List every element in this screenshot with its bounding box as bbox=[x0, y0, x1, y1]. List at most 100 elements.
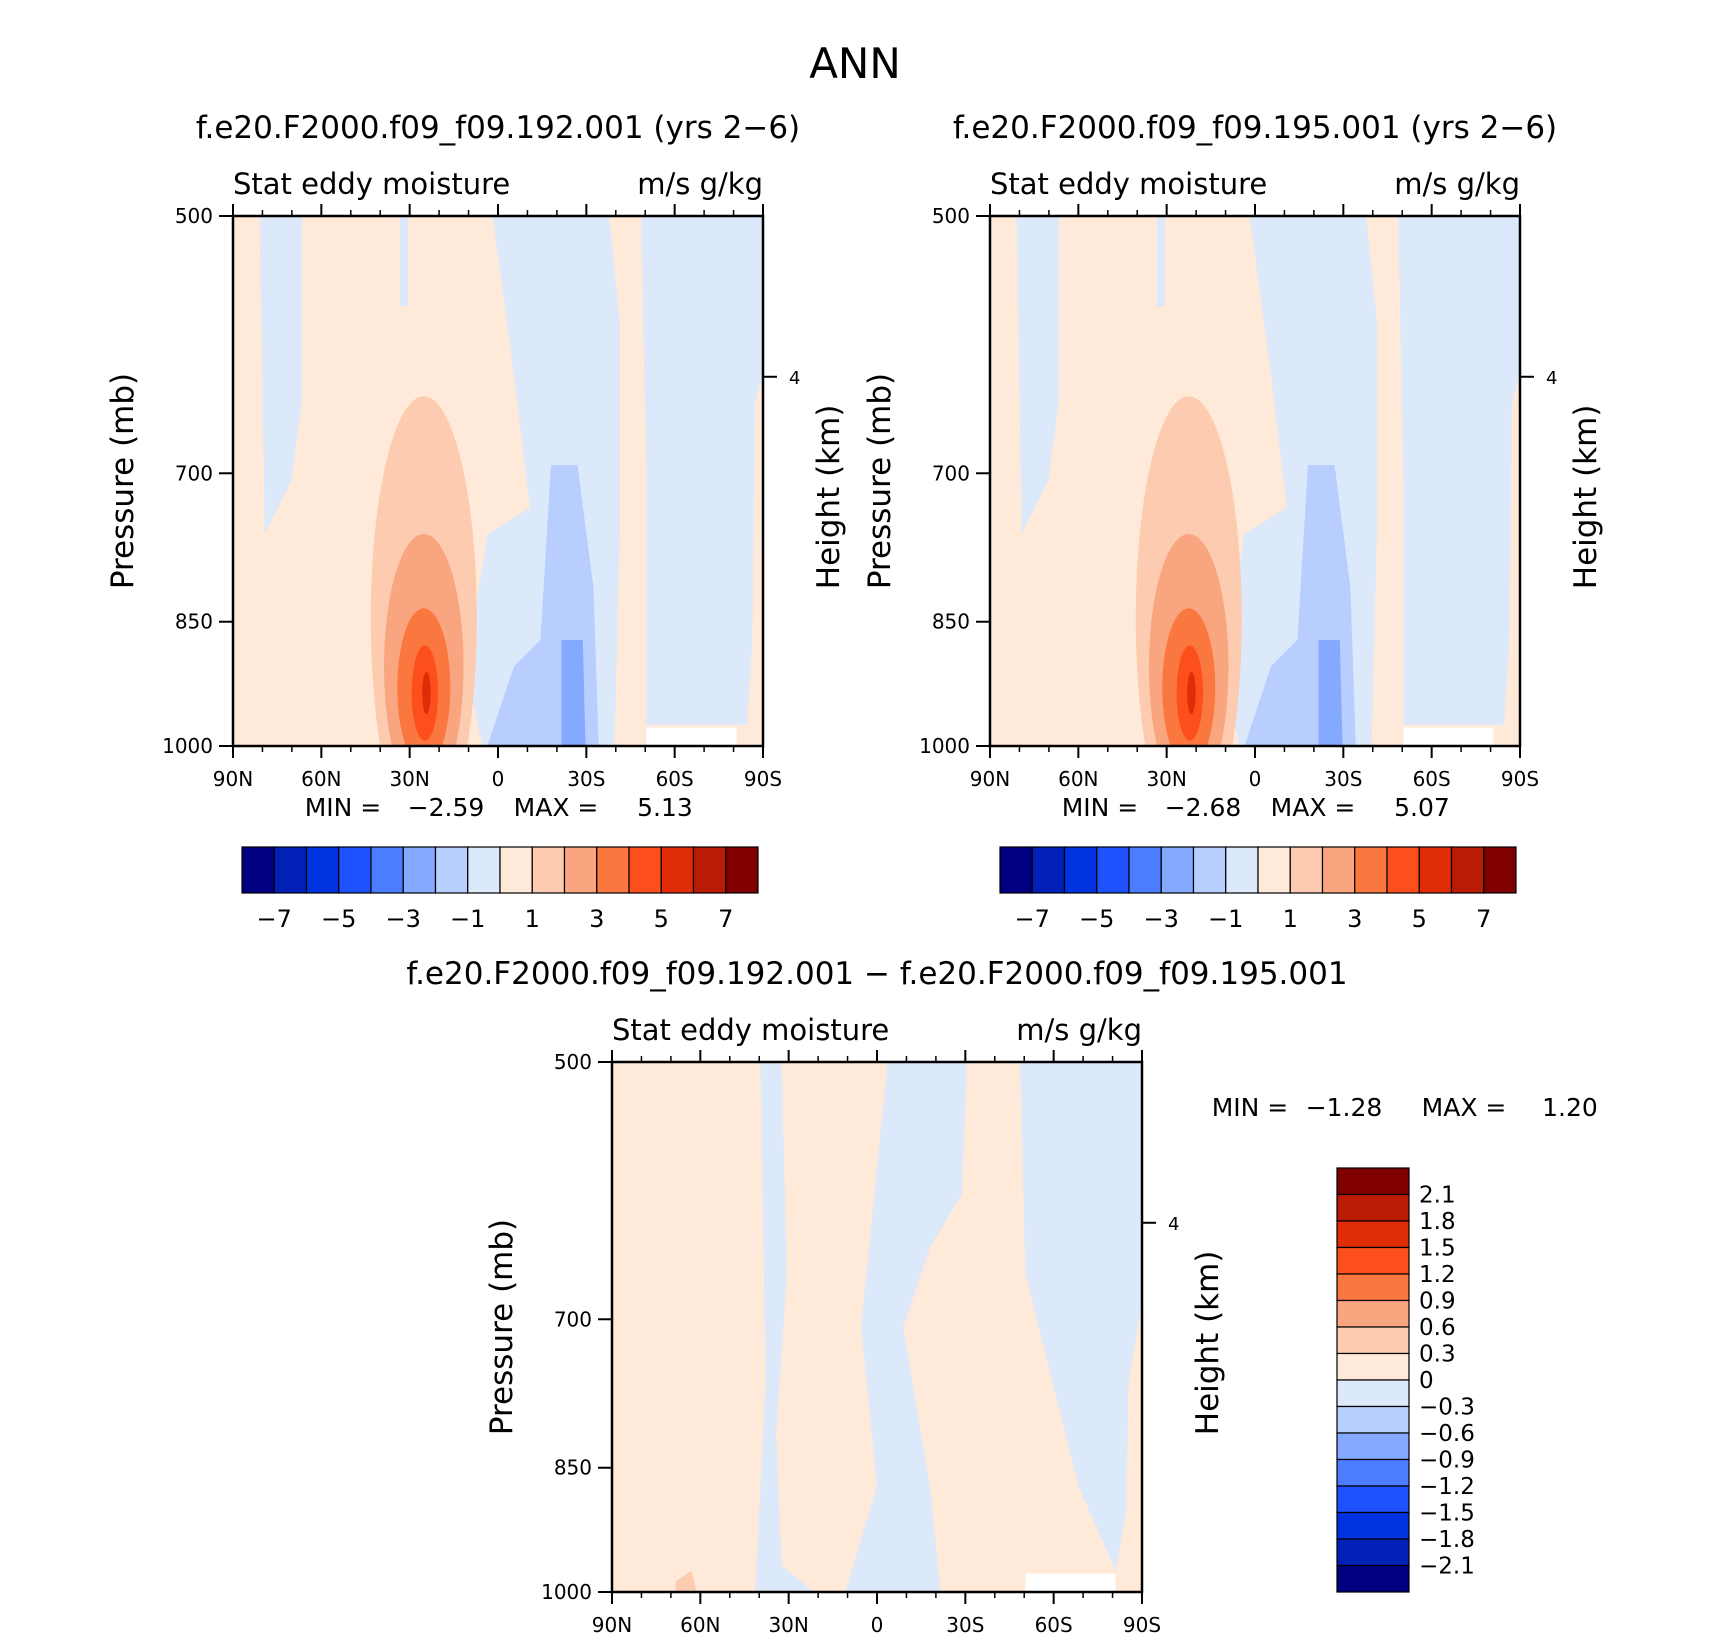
ytick-label: 700 bbox=[175, 461, 213, 485]
colorbar-swatch bbox=[531, 846, 566, 894]
xtick-label: 60N bbox=[680, 1613, 720, 1636]
height-tick-label: 4 bbox=[789, 368, 800, 389]
colorbar-swatch bbox=[1336, 1167, 1410, 1196]
colorbar-swatch bbox=[1336, 1432, 1410, 1461]
xtick-label: 90N bbox=[970, 767, 1010, 791]
colorbar-swatch bbox=[241, 846, 275, 894]
colorbar-label: 1.5 bbox=[1419, 1236, 1456, 1262]
colorbar-swatch bbox=[1336, 1352, 1410, 1381]
region-missing-data bbox=[646, 727, 737, 746]
region-negative-core-inner bbox=[1318, 640, 1343, 746]
min-value: −2.68 bbox=[1165, 793, 1242, 822]
region-negative-high-latitude-north bbox=[1016, 216, 1059, 534]
colorbar-label: −1.8 bbox=[1419, 1527, 1475, 1553]
region-positive-core-peak bbox=[422, 671, 431, 715]
colorbar-label: 7 bbox=[718, 905, 733, 933]
max-value: 5.13 bbox=[637, 793, 693, 822]
units-label: m/s g/kg bbox=[637, 167, 763, 201]
colorbar-swatch bbox=[1257, 846, 1291, 894]
colorbar-label: 0.6 bbox=[1419, 1315, 1456, 1341]
min-value: −1.28 bbox=[1306, 1093, 1383, 1122]
colorbar-swatch bbox=[1336, 1458, 1410, 1487]
min-label: MIN = bbox=[305, 793, 382, 822]
xtick-label: 30S bbox=[1324, 767, 1362, 791]
colorbar-label: 3 bbox=[1347, 905, 1362, 933]
ytick-label: 850 bbox=[175, 610, 213, 634]
region-negative-north-subtropics bbox=[755, 1062, 814, 1592]
xtick-label: 60N bbox=[1058, 767, 1098, 791]
colorbar-swatch bbox=[1336, 1246, 1410, 1275]
variable-label: Stat eddy moisture bbox=[612, 1013, 889, 1047]
colorbar-label: −1.5 bbox=[1419, 1501, 1475, 1527]
colorbar-label: 1.2 bbox=[1419, 1262, 1456, 1288]
colorbar-swatch bbox=[1418, 846, 1453, 894]
xtick-label: 60N bbox=[301, 767, 341, 791]
colorbar-label: 0.3 bbox=[1419, 1342, 1456, 1368]
colorbar-swatch bbox=[1321, 846, 1356, 894]
xtick-label: 30N bbox=[1146, 767, 1186, 791]
xtick-label: 90S bbox=[1501, 767, 1539, 791]
region-negative-core-inner bbox=[561, 640, 586, 746]
colorbar-swatch bbox=[725, 846, 759, 894]
colorbar-swatch bbox=[1336, 1511, 1410, 1540]
colorbar-label: −5 bbox=[1079, 905, 1114, 933]
min-label: MIN = bbox=[1212, 1093, 1289, 1122]
y-axis-label: Pressure (mb) bbox=[862, 373, 898, 589]
y-axis-label-right: Height (km) bbox=[811, 405, 847, 590]
max-label: MAX = bbox=[514, 793, 599, 822]
colorbar-label: −0.3 bbox=[1419, 1395, 1475, 1421]
colorbar-label: −1 bbox=[1208, 905, 1243, 933]
y-axis-label-right: Height (km) bbox=[1568, 405, 1604, 590]
colorbar-label: −1.2 bbox=[1419, 1474, 1475, 1500]
colorbar-swatch bbox=[1336, 1326, 1410, 1355]
colorbar-swatch bbox=[1336, 1379, 1410, 1408]
colorbar-swatch bbox=[1336, 1193, 1410, 1222]
colorbar-label: −1 bbox=[450, 905, 485, 933]
colorbar-label: −3 bbox=[1144, 905, 1179, 933]
colorbar-label: −2.1 bbox=[1419, 1554, 1475, 1580]
units-label: m/s g/kg bbox=[1394, 167, 1520, 201]
contour-field bbox=[612, 1062, 1142, 1592]
xtick-label: 90N bbox=[213, 767, 253, 791]
region-negative-southern-high-latitudes bbox=[641, 216, 763, 725]
max-value: 5.07 bbox=[1394, 793, 1450, 822]
y-axis-label-right: Height (km) bbox=[1190, 1251, 1226, 1436]
colorbar-swatch bbox=[1336, 1220, 1410, 1249]
xtick-label: 60S bbox=[1035, 1613, 1073, 1636]
colorbar-label: 5 bbox=[1412, 905, 1427, 933]
colorbar-difference: 2.11.81.51.20.90.60.30−0.3−0.6−0.9−1.2−1… bbox=[1336, 1167, 1475, 1593]
colorbar-swatch bbox=[1031, 846, 1066, 894]
panel-p2: f.e20.F2000.f09_f09.195.001 (yrs 2−6) Sta… bbox=[862, 110, 1604, 822]
ytick-label: 1000 bbox=[541, 1580, 592, 1604]
colorbar-label: −3 bbox=[386, 905, 421, 933]
panels: f.e20.F2000.f09_f09.192.001 (yrs 2−6) Sta… bbox=[105, 110, 1604, 1636]
colorbar-swatch bbox=[370, 846, 404, 894]
colorbar-swatch bbox=[1128, 846, 1162, 894]
ytick-label: 1000 bbox=[162, 734, 213, 758]
min-label: MIN = bbox=[1062, 793, 1139, 822]
ytick-label: 700 bbox=[554, 1307, 592, 1331]
colorbar-label: 1.8 bbox=[1419, 1209, 1456, 1235]
figure-title: ANN bbox=[809, 39, 901, 88]
colorbar-swatch bbox=[402, 846, 437, 894]
colorbar-swatch bbox=[563, 846, 598, 894]
panel-p1: f.e20.F2000.f09_f09.192.001 (yrs 2−6) Sta… bbox=[105, 110, 847, 822]
colorbar-swatch bbox=[338, 846, 372, 894]
region-positive-core-peak bbox=[1187, 671, 1196, 715]
colorbar-label: 1 bbox=[1283, 905, 1298, 933]
colorbar-label: 1 bbox=[525, 905, 540, 933]
region-negative-high-latitude-north bbox=[259, 216, 302, 534]
colorbar-swatch bbox=[499, 846, 533, 894]
colorbar-label: −7 bbox=[257, 905, 292, 933]
ytick-label: 850 bbox=[932, 610, 970, 634]
colorbar-label: 7 bbox=[1476, 905, 1491, 933]
colorbar-swatch bbox=[1336, 1299, 1410, 1328]
ytick-label: 500 bbox=[175, 204, 213, 228]
panel-title: f.e20.F2000.f09_f09.195.001 (yrs 2−6) bbox=[953, 110, 1557, 146]
colorbar-swatch bbox=[1483, 846, 1517, 894]
xtick-label: 0 bbox=[1249, 767, 1262, 791]
region-positive-spot bbox=[675, 1570, 697, 1592]
panel-title: f.e20.F2000.f09_f09.192.001 (yrs 2−6) bbox=[196, 110, 800, 146]
max-value: 1.20 bbox=[1542, 1093, 1598, 1122]
